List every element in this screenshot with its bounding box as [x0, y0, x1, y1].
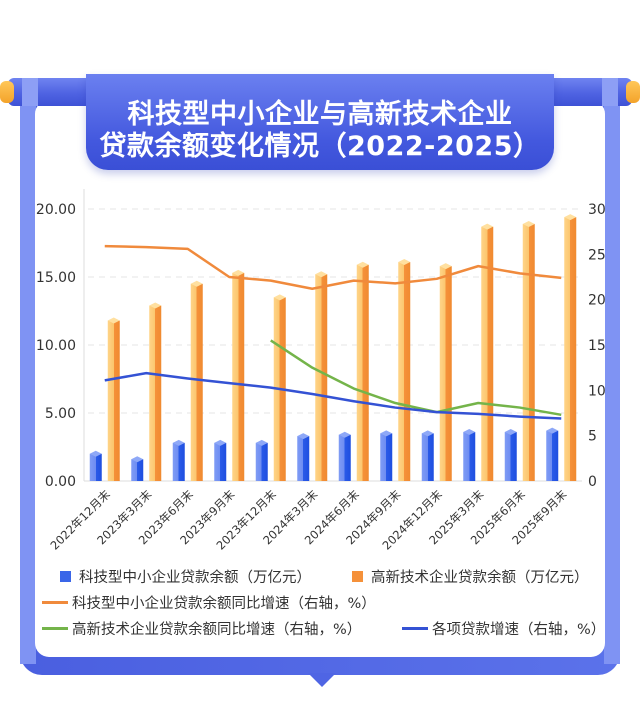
hightech-loan-bar: [107, 320, 120, 481]
legend-line-icon: [402, 627, 428, 630]
frame-pointer: [308, 673, 336, 687]
sme-loan-bar: [504, 432, 517, 481]
sme-loan-bar-top: [380, 430, 393, 437]
legend-label: 科技型中小企业贷款余额同比增速（右轴，%）: [72, 596, 376, 612]
frame-left-strip: [20, 104, 36, 664]
hightech-loan-bar-top: [273, 294, 286, 301]
right-axis-tick: 5: [588, 429, 597, 445]
chart-title-line1: 科技型中小企业与高新技术企业: [127, 99, 513, 130]
hightech-loan-bar: [522, 223, 535, 481]
left-axis-tick: 0.00: [45, 474, 76, 490]
hightech-loan-bar: [398, 262, 411, 481]
total-loan-growth-line: [104, 371, 562, 420]
hightech-loan-bar: [232, 272, 245, 481]
sme-loan-bar-top: [89, 450, 102, 457]
sme-loan-bar-top: [546, 427, 559, 434]
left-axis-tick: 20.00: [36, 202, 76, 218]
right-axis-tick: 10: [588, 383, 606, 399]
sme-loan-bar: [421, 433, 434, 481]
sme-loan-bar: [255, 442, 268, 481]
sme-loan-bar-top: [504, 429, 517, 436]
sme-growth-line: [104, 244, 562, 291]
sme-loan-bar-top: [297, 433, 310, 440]
sme-loan-bar: [380, 433, 393, 481]
sme-loan-bar: [463, 432, 476, 481]
rod-cap-right: [626, 81, 640, 103]
legend-item: 高新技术企业贷款余额同比增速（右轴，%）: [42, 618, 361, 639]
legend-label: 各项贷款增速（右轴，%）: [432, 622, 606, 638]
right-axis-tick: 15: [588, 338, 606, 354]
sme-loan-bar: [214, 442, 227, 481]
hightech-loan-bar-top: [149, 302, 162, 309]
hightech-loan-bar: [564, 217, 577, 481]
hightech-loan-bar: [356, 264, 369, 481]
legend-box-icon: [352, 571, 363, 582]
hightech-loan-bar: [149, 305, 162, 481]
hightech-loan-bar: [439, 266, 452, 481]
hightech-loan-bar-top: [481, 223, 494, 230]
hightech-loan-bar-top: [356, 261, 369, 268]
hightech-loan-bar-top: [439, 263, 452, 270]
left-axis-tick: 10.00: [36, 338, 76, 354]
sme-loan-bar-top: [338, 431, 351, 438]
hightech-loan-bar-top: [190, 280, 203, 287]
rod-band-right: [602, 78, 618, 106]
hightech-loan-bar: [315, 274, 328, 481]
hightech-loan-bar: [481, 226, 494, 481]
sme-loan-bar: [131, 459, 144, 481]
hightech-loan-bar-top: [522, 220, 535, 227]
right-axis-tick: 0: [588, 474, 597, 490]
sme-loan-bar: [89, 453, 102, 481]
hightech-loan-bar-top: [107, 317, 120, 324]
hightech-loan-bar: [190, 283, 203, 481]
legend-item: 科技型中小企业贷款余额（万亿元）: [60, 566, 311, 587]
hightech-loan-bar-top: [564, 214, 577, 221]
chart-title-line2: 贷款余额变化情况（2022-2025）: [99, 131, 541, 162]
legend-item: 高新技术企业贷款余额（万亿元）: [352, 566, 589, 587]
hightech-loan-bar-top: [315, 271, 328, 278]
legend-label: 科技型中小企业贷款余额（万亿元）: [79, 570, 311, 586]
sme-loan-bar-top: [421, 430, 434, 437]
rod-band-left: [22, 78, 38, 106]
hightech-loan-bar-top: [398, 259, 411, 266]
sme-loan-bar: [172, 442, 185, 481]
sme-loan-bar: [338, 434, 351, 481]
right-axis-tick: 20: [588, 293, 606, 309]
legend-label: 高新技术企业贷款余额同比增速（右轴，%）: [72, 622, 362, 638]
sme-loan-bar-top: [255, 439, 268, 446]
title-banner: [86, 74, 554, 170]
sme-loan-bar-top: [463, 429, 476, 436]
legend-item: 科技型中小企业贷款余额同比增速（右轴，%）: [42, 592, 376, 613]
rod-cap-left: [0, 81, 14, 103]
sme-loan-bar-top: [172, 439, 185, 446]
legend-line-icon: [42, 601, 68, 604]
right-axis-tick: 30: [588, 202, 606, 218]
sme-loan-bar-top: [214, 439, 227, 446]
legend-line-icon: [42, 627, 68, 630]
sme-loan-bar: [297, 436, 310, 481]
hightech-growth-line: [270, 339, 562, 417]
hightech-loan-bar-top: [232, 269, 245, 276]
legend-item: 各项贷款增速（右轴，%）: [402, 618, 605, 639]
sme-loan-bar: [546, 430, 559, 481]
legend-label: 高新技术企业贷款余额（万亿元）: [371, 570, 589, 586]
left-axis-tick: 5.00: [45, 406, 76, 422]
frame-right-strip: [604, 104, 620, 664]
legend-box-icon: [60, 571, 71, 582]
right-axis-tick: 25: [588, 247, 606, 263]
left-axis-tick: 15.00: [36, 270, 76, 286]
sme-loan-bar-top: [131, 456, 144, 463]
